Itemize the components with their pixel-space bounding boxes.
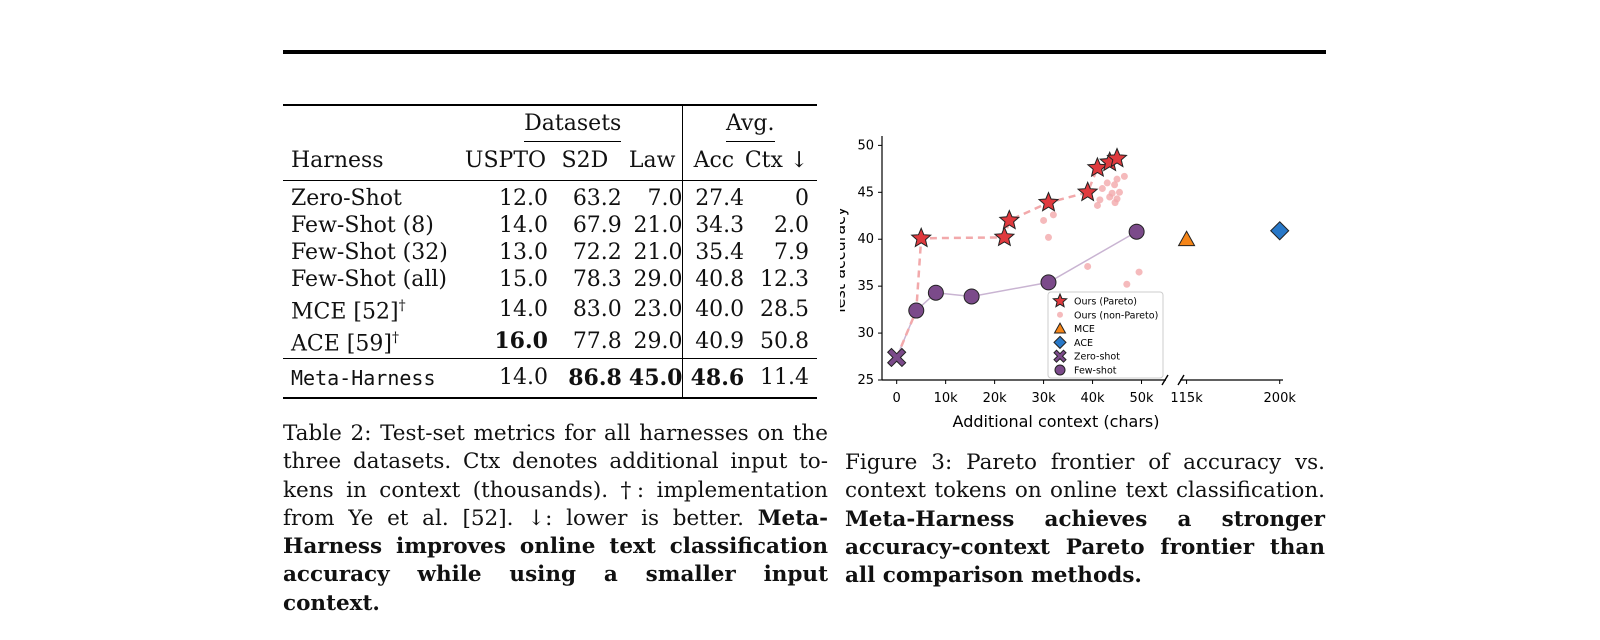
ours-non-pareto-point [1098,185,1106,193]
x-tick-label: 50k [1129,391,1154,406]
col-header-uspto: USPTO [464,148,547,173]
legend-marker [1053,349,1067,363]
pareto-chart: 25 30 35 40 45 50 0 10k 20k 30k 40k 50k 115k 200k Addi… [840,136,1297,431]
dagger-mark: † [398,298,406,314]
y-axis-label: Test accuracy [840,207,849,317]
few-shot-point [1128,223,1145,240]
x-tick-label: 10k [934,391,959,406]
x-tick-label: 115k [1170,391,1203,406]
y-tick-label: 45 [857,185,874,200]
ours-non-pareto-point [1096,196,1104,204]
ours-pareto-point [1076,180,1099,202]
legend-label: Few-shot [1074,366,1117,377]
ours-non-pareto-point [1120,172,1128,180]
ours-non-pareto-point [1040,216,1048,224]
ours-non-pareto-point [1049,211,1057,219]
ours-non-pareto-point [1135,268,1143,276]
dagger-mark: † [391,330,399,347]
x-tick-label: 30k [1032,391,1057,406]
legend-marker [1054,364,1066,376]
zero-shot-point [886,347,907,368]
y-tick-label: 40 [857,232,874,247]
col-header-s2d: S2D [561,148,609,173]
ours-pareto-point [1037,191,1060,212]
group-header-avg: Avg. [682,104,817,142]
ours-pareto-point [1106,147,1128,168]
x-tick-label: 200k [1264,391,1297,406]
table-caption: Table 2: Test-set metrics for all harnes… [283,421,828,616]
legend-marker [1053,335,1067,350]
axis-break-mark [1161,374,1169,386]
axis-break-mark [1177,374,1185,386]
ours-non-pareto-point [1113,195,1121,203]
mce-point [1177,230,1196,247]
table-row: Zero-Shot 12.0 63.2 7.0 27.4 0 [283,180,817,212]
legend-label: Ours (Pareto) [1074,297,1137,308]
x-tick-label: 40k [1081,391,1106,406]
group-header-datasets: Datasets [463,104,683,142]
legend-label: ACE [1074,338,1093,349]
ours-non-pareto-point [1111,181,1119,189]
ours-pareto-point [993,226,1016,247]
results-table: Datasets Avg. Harness USPTO S2D Law Acc … [283,104,817,399]
x-tick-label: 0 [893,391,901,406]
legend-marker [1057,311,1063,318]
legend-marker [1053,322,1067,334]
table-row-final: Meta-Harness 14.0 86.8 45.0 48.6 11.4 [283,357,817,399]
top-rule [283,50,1326,54]
legend-marker [1052,292,1068,308]
table-row: Few-Shot (8) 14.0 67.9 21.0 34.3 2.0 [291,212,809,239]
few-shot-point [927,284,944,301]
few-shot-point [1040,274,1057,291]
few-shot-point [963,288,980,305]
ours-non-pareto-point [1115,188,1123,196]
col-header-harness: Harness [291,148,384,173]
legend-label: Ours (non-Pareto) [1074,310,1158,321]
ours-non-pareto-point [1113,175,1121,183]
y-tick-label: 35 [857,279,874,294]
few-shot-point [908,302,925,319]
y-tick-label: 50 [857,138,874,153]
col-header-ctx: Ctx ↓ [744,148,809,173]
y-tick-label: 30 [857,326,874,341]
ours-non-pareto-point [1123,280,1131,288]
legend-label: Zero-shot [1074,352,1120,363]
x-axis-label: Additional context (chars) [953,412,1160,431]
x-tick-label: 20k [983,391,1008,406]
ours-non-pareto-point [1103,179,1111,187]
legend-box [1047,291,1164,379]
table-row: ACE [59]† 16.0 77.8 29.0 40.9 50.8 [283,325,817,359]
legend-label: MCE [1074,324,1095,335]
table-row: Few-Shot (all) 15.0 78.3 29.0 40.8 12.3 [291,266,809,293]
ours-non-pareto-point [1084,262,1092,270]
y-tick-label: 25 [857,373,874,388]
ours-non-pareto-point [1044,233,1052,241]
ace-point [1270,221,1290,241]
table-row: Few-Shot (32) 13.0 72.2 21.0 35.4 7.9 [291,239,809,266]
table-row: MCE [52]† 14.0 83.0 23.0 40.0 28.5 [283,293,817,326]
ours-pareto-point [910,226,932,248]
col-header-law: Law [628,148,676,173]
figure-caption: Figure 3: Pareto frontier of accuracy vs… [845,450,1325,589]
ours-non-pareto-point [1093,201,1101,209]
ours-non-pareto-point [1108,189,1116,197]
ours-pareto-point [998,209,1021,230]
col-header-acc: Acc [682,142,745,181]
